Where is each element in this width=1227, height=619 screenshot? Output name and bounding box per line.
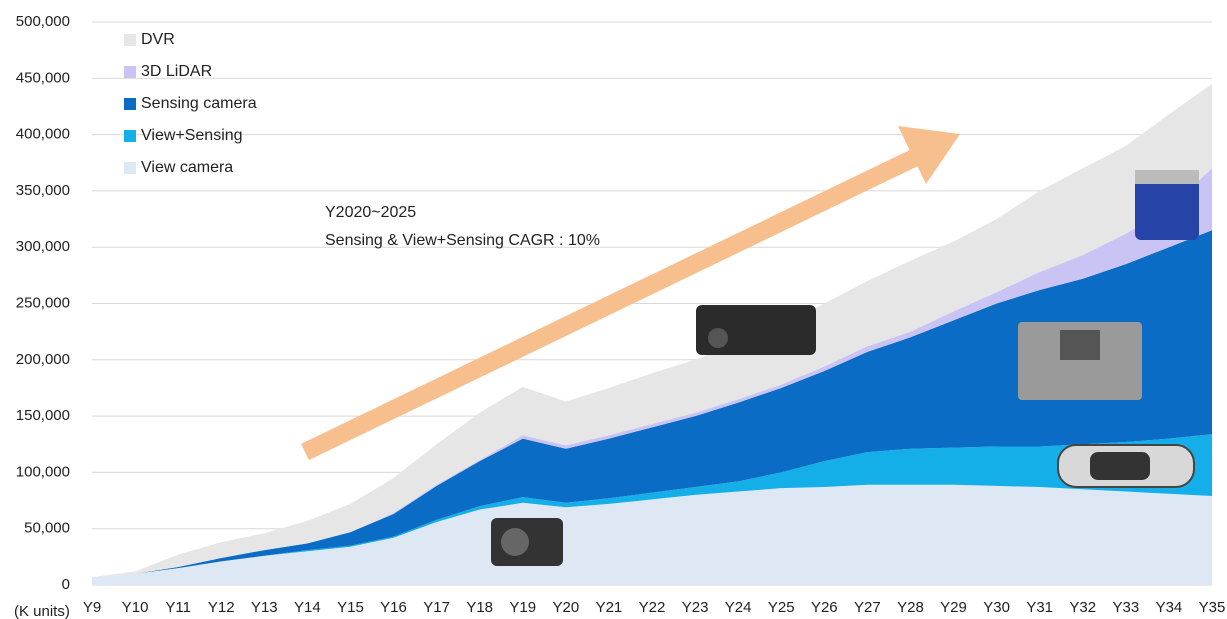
legend-label: DVR bbox=[141, 31, 175, 48]
y-tick-label: 350,000 bbox=[16, 182, 70, 199]
annotation: Y2020~2025 bbox=[325, 204, 416, 221]
annotation: Sensing & View+Sensing CAGR : 10% bbox=[325, 232, 600, 249]
x-tick-label: Y14 bbox=[294, 599, 321, 616]
product-images bbox=[491, 170, 1199, 566]
x-tick-label: Y10 bbox=[122, 599, 149, 616]
x-tick-label: Y11 bbox=[165, 599, 191, 616]
x-tick-label: Y22 bbox=[639, 599, 666, 616]
legend-swatch bbox=[124, 34, 136, 46]
x-tick-label: Y35 bbox=[1199, 599, 1226, 616]
y-tick-label: 400,000 bbox=[16, 126, 70, 143]
x-tick-label: Y17 bbox=[423, 599, 450, 616]
legend-label: View camera bbox=[141, 159, 233, 176]
x-tick-label: Y18 bbox=[466, 599, 493, 616]
x-tick-label: Y24 bbox=[725, 599, 752, 616]
x-tick-label: Y31 bbox=[1026, 599, 1053, 616]
area bbox=[92, 484, 1212, 585]
x-tick-label: Y20 bbox=[552, 599, 579, 616]
x-tick-label: Y19 bbox=[509, 599, 536, 616]
legend: DVR 3D LiDAR Sensing camera View+Sensing Vie… bbox=[124, 31, 257, 176]
y-tick-label: 0 bbox=[62, 576, 70, 593]
areas bbox=[92, 83, 1212, 585]
x-tick-label: Y13 bbox=[251, 599, 278, 616]
x-tick-label: Y16 bbox=[380, 599, 407, 616]
y-tick-label: 150,000 bbox=[16, 407, 70, 424]
legend-label: View+Sensing bbox=[141, 127, 243, 144]
y-tick-label: 500,000 bbox=[16, 13, 70, 30]
arrow bbox=[301, 126, 960, 461]
x-tick-label: Y29 bbox=[940, 599, 967, 616]
x-tick-label: Y21 bbox=[596, 599, 623, 616]
x-tick-label: Y32 bbox=[1069, 599, 1096, 616]
x-tick-label: Y26 bbox=[811, 599, 838, 616]
x-tick-label: Y28 bbox=[897, 599, 924, 616]
y-tick-label: 100,000 bbox=[16, 463, 70, 480]
unit-label: (K units) bbox=[14, 603, 70, 619]
legend-swatch bbox=[124, 162, 136, 174]
x-tick-label: Y15 bbox=[337, 599, 364, 616]
area bbox=[92, 434, 1212, 578]
y-tick-label: 50,000 bbox=[24, 520, 70, 537]
area bbox=[92, 230, 1212, 578]
x-tick-label: Y27 bbox=[854, 599, 881, 616]
x-tick-label: Y33 bbox=[1112, 599, 1139, 616]
y-tick-label: 450,000 bbox=[16, 69, 70, 86]
legend-swatch bbox=[124, 98, 136, 110]
x-tick-label: Y12 bbox=[208, 599, 235, 616]
x-tick-label: Y34 bbox=[1156, 599, 1183, 616]
grid bbox=[92, 21, 1212, 586]
legend-swatch bbox=[124, 66, 136, 78]
x-tick-label: Y25 bbox=[768, 599, 795, 616]
legend-swatch bbox=[124, 130, 136, 142]
x-tick-label: Y9 bbox=[83, 599, 101, 616]
x-tick-label: Y30 bbox=[983, 599, 1010, 616]
y-tick-label: 200,000 bbox=[16, 351, 70, 368]
y-tick-label: 250,000 bbox=[16, 294, 70, 311]
y-tick-label: 300,000 bbox=[16, 238, 70, 255]
legend-label: Sensing camera bbox=[141, 95, 257, 112]
x-tick-label: Y23 bbox=[682, 599, 709, 616]
legend-label: 3D LiDAR bbox=[141, 63, 212, 80]
